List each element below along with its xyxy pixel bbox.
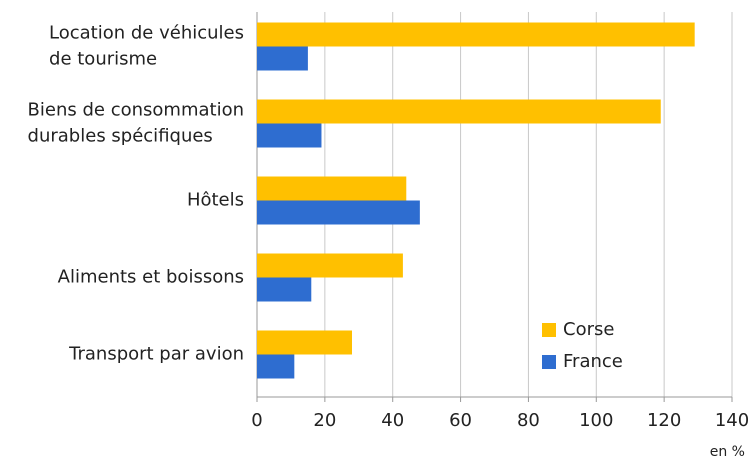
bar: [257, 176, 407, 201]
y-tick-label: Location de véhicules: [49, 23, 244, 44]
bar: [257, 123, 322, 148]
bar: [257, 22, 695, 47]
x-tick-label: 40: [381, 410, 404, 431]
legend-label: France: [563, 351, 623, 372]
x-tick-label: 60: [449, 410, 472, 431]
y-tick-label: Biens de consommation: [28, 100, 244, 121]
y-tick-label: Transport par avion: [68, 344, 244, 365]
x-tick-label: 100: [579, 410, 613, 431]
x-axis-label: en %: [710, 444, 745, 460]
y-tick-label: durables spécifiques: [28, 126, 213, 147]
y-tick-label: de tourisme: [49, 49, 157, 70]
bar: [257, 330, 352, 355]
bar: [257, 354, 295, 379]
bar: [257, 99, 661, 124]
x-tick-label: 80: [517, 410, 540, 431]
bar: [257, 253, 403, 278]
x-tick-label: 140: [715, 410, 749, 431]
legend-label: Corse: [563, 319, 614, 340]
x-tick-label: 120: [647, 410, 681, 431]
legend-swatch: [542, 323, 556, 337]
bar: [257, 277, 312, 302]
x-tick-label: 20: [313, 410, 336, 431]
legend-swatch: [542, 355, 556, 369]
bar: [257, 200, 420, 225]
bar: [257, 46, 308, 71]
x-tick-label: 0: [251, 410, 262, 431]
y-tick-label: Hôtels: [187, 190, 244, 211]
y-tick-label: Aliments et boissons: [58, 267, 244, 288]
